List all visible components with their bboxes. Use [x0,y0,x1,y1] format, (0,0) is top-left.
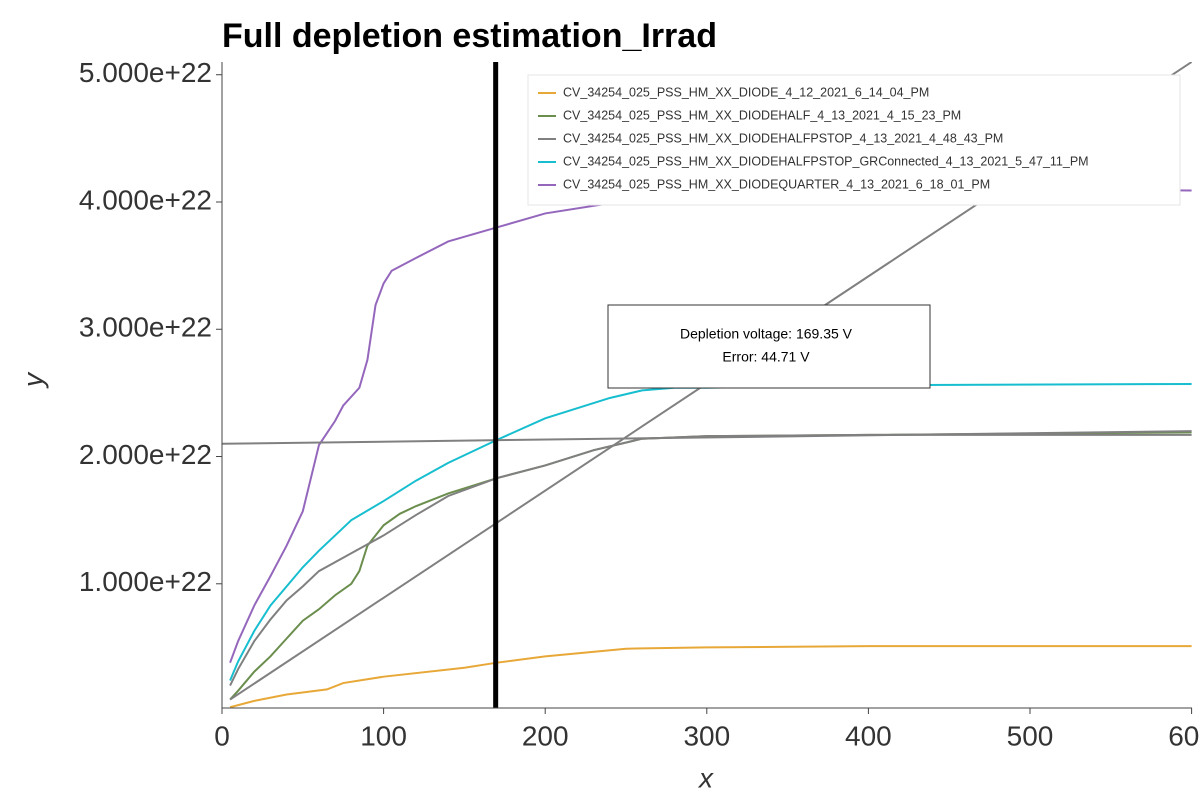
series-line [229,186,1192,664]
x-tick-label: 300 [683,720,730,751]
x-tick-label: 0 [214,720,230,751]
legend: CV_34254_025_PSS_HM_XX_DIODE_4_12_2021_6… [527,74,1181,206]
x-tick-label: 400 [845,720,892,751]
x-tick-label: 500 [1007,720,1054,751]
y-tick-label: 5.000e+22 [79,57,212,88]
annotation-text: Depletion voltage: 169.35 V [680,326,853,342]
x-tick-label: 600 [1168,720,1200,751]
series-line [229,645,1192,708]
chart-title: Full depletion estimation_Irrad [222,17,717,55]
y-tick-label: 2.000e+22 [79,439,212,470]
x-axis-label: x [697,762,714,793]
fit-line [222,430,1192,445]
x-tick-label: 200 [522,720,569,751]
x-tick-label: 100 [360,720,407,751]
y-tick-label: 3.000e+22 [79,312,212,343]
series-line [229,382,1192,681]
y-axis-label: y [17,371,48,389]
legend-label: CV_34254_025_PSS_HM_XX_DIODEQUARTER_4_13… [563,177,990,191]
y-tick-label: 1.000e+22 [79,566,212,597]
legend-label: CV_34254_025_PSS_HM_XX_DIODEHALFPSTOP_4_… [563,131,1003,145]
legend-label: CV_34254_025_PSS_HM_XX_DIODEHALF_4_13_20… [563,108,961,122]
legend-label: CV_34254_025_PSS_HM_XX_DIODE_4_12_2021_6… [563,85,929,99]
annotation-text: Error: 44.71 V [722,349,810,365]
legend-label: CV_34254_025_PSS_HM_XX_DIODEHALFPSTOP_GR… [563,154,1089,168]
legend-box [527,74,1181,206]
annotation: Depletion voltage: 169.35 V Error: 44.71 … [607,304,931,389]
series-line [229,431,1192,701]
annotation-box [607,304,931,389]
y-tick-label: 4.000e+22 [79,184,212,215]
